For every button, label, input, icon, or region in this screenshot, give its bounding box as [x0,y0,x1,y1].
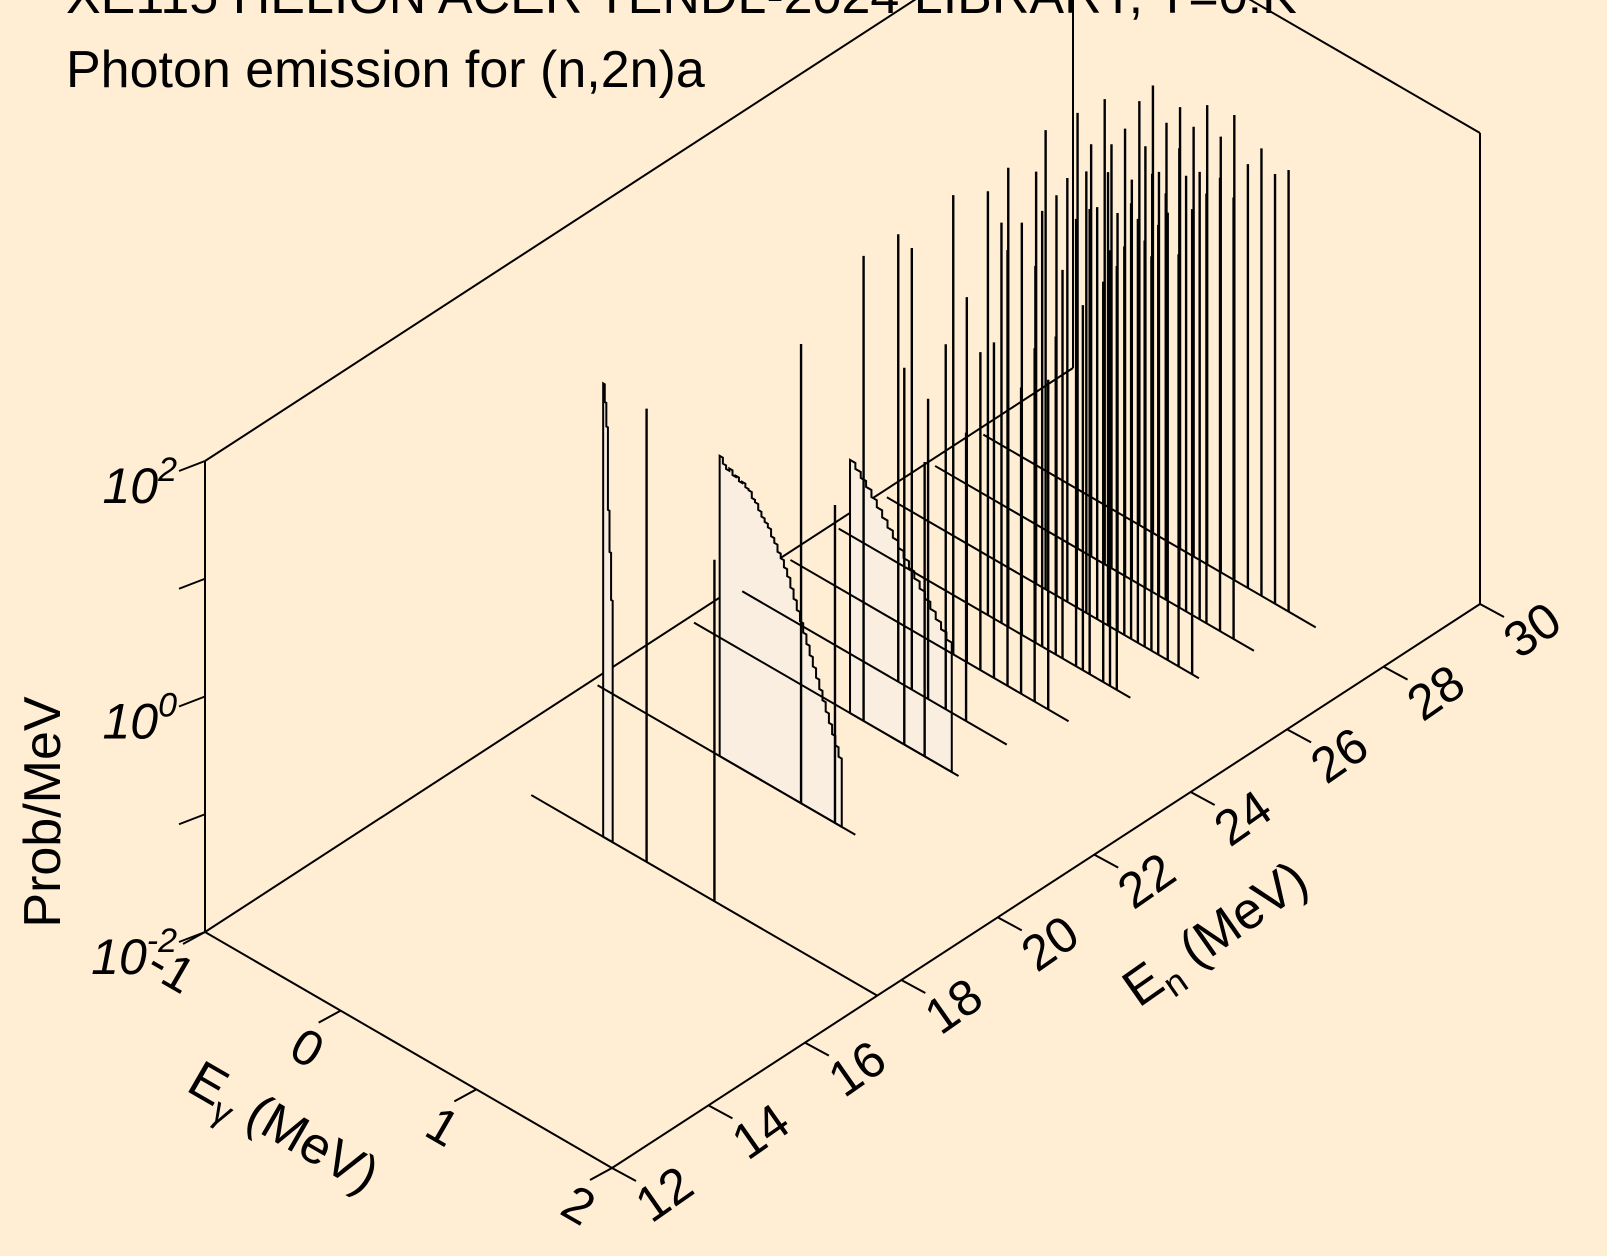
z-tick-label-2: 102 [102,451,177,514]
x-tick-label-2: 1 [417,1095,469,1157]
x-axis-label: Eγ (MeV) [175,1050,389,1212]
y-tick-2 [804,1041,830,1057]
y-tick-label-9: 30 [1493,591,1571,669]
chart-title: XE115 HELION ACER TENDL-2024 LIBRARY, T=… [66,0,1297,26]
y-tick-label-1: 14 [722,1093,800,1171]
z-tick-exponent: 2 [157,451,177,489]
y-axis-line [611,603,1481,1169]
x-tick-label-3: 2 [552,1174,604,1236]
z-tick-mantissa: 10 [91,929,147,985]
x-tick-label-1: 0 [281,1017,333,1079]
y-tick-label-8: 28 [1397,654,1475,732]
y-tick-label-2: 16 [818,1030,896,1108]
continuum-spectrum-1 [718,454,843,829]
spectrum-baseline-8 [982,433,1317,629]
z-tick-mantissa: 10 [102,458,158,514]
spectrum-baseline-2 [693,621,960,777]
spectrum-baseline-3 [741,590,1008,746]
spectrum-baseline-6 [886,496,1200,680]
z-major-tick-2 [178,460,206,472]
z-axis-label: Prob/MeV [14,696,72,928]
z-minor-tick-0 [178,813,206,826]
y-tick-label-6: 24 [1204,779,1282,857]
x-axis-line [204,931,613,1169]
x-tick-2 [453,1088,477,1103]
y-tick-label-3: 18 [915,967,993,1045]
chart-subtitle: Photon emission for (n,2n)a [66,41,705,99]
y-tick-1 [707,1104,733,1120]
z-tick-exponent: 0 [158,687,177,725]
y-tick-9 [1479,603,1505,618]
back-top-right-edge [1248,0,1481,134]
spectrum-baseline-0 [530,794,878,997]
z-tick-label-0: 10-2 [91,922,177,985]
ticks-layer [178,460,1505,1182]
z-minor-tick-1 [178,577,206,590]
y-tick-label-5: 22 [1108,842,1186,920]
z-major-tick-1 [178,695,206,708]
spectrum-baseline-7 [934,465,1255,652]
y-tick-5 [1093,853,1119,869]
z-tick-mantissa: 10 [102,694,158,750]
y-tick-4 [997,916,1023,932]
x-tick-0 [182,931,206,945]
continuum-spectrum-2 [849,458,953,774]
x-tick-1 [318,1009,342,1024]
y-tick-8 [1383,665,1409,681]
spectrum-baseline-1 [597,684,856,836]
x-axis-label-unit: (MeV) [224,1076,388,1204]
x-tick-3 [589,1167,613,1181]
y-tick-0 [611,1167,637,1182]
z-tick-exponent: -2 [147,922,177,960]
y-axis-label-unit: (MeV) [1157,850,1318,987]
y-tick-7 [1286,728,1312,744]
y-tick-label-4: 20 [1011,905,1089,983]
y-tick-3 [900,979,926,994]
continuum-spectrum-0 [602,381,614,845]
y-tick-6 [1190,791,1216,806]
spectra-layer [530,85,1317,997]
back-top-left-edge [204,0,917,462]
z-tick-label-1: 100 [102,687,177,750]
spectrum-baseline-4 [789,559,1070,723]
y-tick-label-0: 12 [625,1155,703,1233]
y-tick-label-7: 26 [1301,717,1379,795]
